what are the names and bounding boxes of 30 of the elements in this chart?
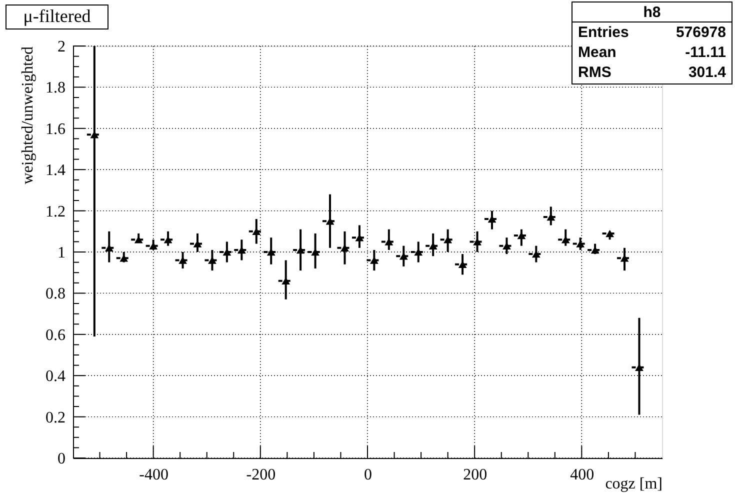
y-tick-label: 0	[58, 450, 66, 468]
y-tick-label: 0.4	[46, 368, 66, 386]
x-tick-label: 400	[570, 466, 594, 484]
point	[120, 254, 128, 262]
y-tick-label: 1.4	[46, 162, 66, 180]
text: Mean -11.11	[578, 44, 726, 61]
point	[164, 236, 172, 244]
y-axis-title: weighted/unweighted	[20, 46, 36, 184]
y-tick-label: 1.6	[46, 120, 66, 138]
x-tick-label: -400	[139, 466, 168, 484]
point	[606, 230, 614, 238]
y-tick-label: 1.8	[46, 80, 66, 97]
chart-title: μ-filtered	[23, 6, 91, 26]
text: h8	[643, 4, 661, 21]
y-tick-label: 0.2	[46, 409, 66, 426]
point	[561, 236, 570, 244]
x-tick-label: 200	[463, 466, 488, 484]
x-tick-label: -200	[246, 466, 276, 484]
text: RMS 301.4	[578, 64, 726, 81]
text: Entries 576978	[578, 24, 726, 41]
point	[384, 238, 394, 246]
point	[134, 236, 143, 244]
y-tick-label: 1	[58, 244, 66, 262]
x-axis-title: cogz [m]	[605, 476, 662, 492]
y-tick-label: 0.6	[46, 326, 66, 344]
point	[444, 236, 452, 244]
x-tick-label: 0	[364, 466, 372, 484]
y-tick-label: 2	[58, 38, 66, 56]
y-tick-label: 1.2	[46, 203, 66, 220]
y-tick-label: 0.8	[46, 286, 66, 303]
